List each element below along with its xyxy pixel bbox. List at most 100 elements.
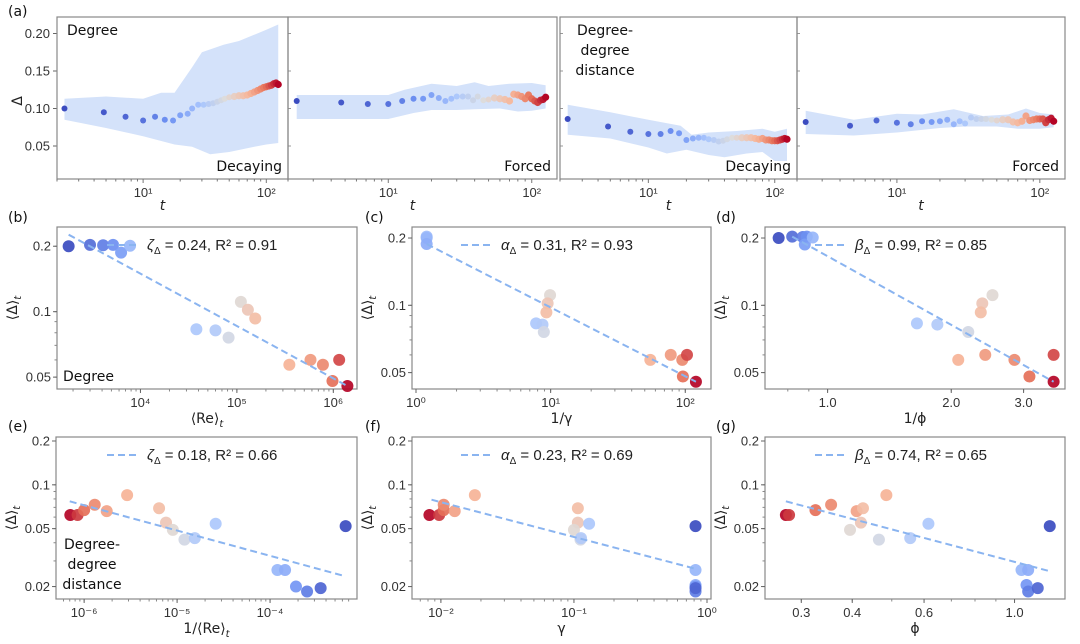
subplot-a-3: 10¹ 10² t Degree-degree distance Decaying <box>559 16 798 214</box>
x-tick-label: 0.6 <box>915 605 933 620</box>
data-point <box>448 505 461 518</box>
data-point <box>999 116 1007 124</box>
data-point <box>733 134 740 141</box>
data-point <box>178 533 191 546</box>
data-point <box>667 128 674 134</box>
data-point <box>627 128 634 135</box>
data-point <box>847 122 854 129</box>
y-tick-label: 0.02 <box>734 579 759 594</box>
plot-frame <box>287 16 558 180</box>
data-point <box>301 585 314 598</box>
x-tick-label: 10⁻⁴ <box>257 605 284 620</box>
x-tick-label: 10² <box>765 185 784 200</box>
y-tick-label: 0.1 <box>741 298 759 313</box>
data-point <box>480 97 487 104</box>
y-label-sub: t <box>13 295 24 300</box>
panel-annotation: Degree <box>63 369 114 385</box>
data-point <box>190 323 203 336</box>
subplot-a-1: 10¹ 10² t Degree Decaying <box>56 16 289 214</box>
y-label-sub: t <box>368 505 379 510</box>
y-label-main: ⟨Δ⟩ <box>360 510 376 531</box>
data-point <box>904 532 917 545</box>
data-point <box>645 131 652 137</box>
data-point <box>241 303 254 316</box>
panel-annotation: Degree-degree distance <box>62 537 121 593</box>
data-point <box>249 312 262 325</box>
y-tick-label: 0.1 <box>741 477 759 492</box>
data-point <box>974 306 987 319</box>
legend-symbol: β <box>854 447 864 464</box>
x-axis-label: γ <box>557 621 565 637</box>
data-point <box>61 105 68 112</box>
data-point <box>189 105 196 112</box>
x-label-sub: t <box>226 629 231 640</box>
y-tick-label: 0.20 <box>25 26 50 41</box>
x-tick-label: 10² <box>522 185 541 200</box>
data-point <box>710 137 717 143</box>
data-point <box>100 109 107 116</box>
data-point <box>1050 117 1058 125</box>
y-tick-label: 0.05 <box>26 370 51 385</box>
data-point <box>97 239 110 252</box>
annotation-line: distance <box>62 577 121 593</box>
data-point <box>979 348 992 361</box>
x-axis-label: t <box>918 198 924 214</box>
data-point <box>922 517 935 530</box>
regime-label: Decaying <box>725 159 791 175</box>
panel-g: (g) 0.02 0.05 0.1 0.2 0.3 0.4 0.6 1.0 ϕ ⟨Δ⟩t βΔ = 0… <box>713 419 1066 637</box>
y-tick-label: 0.1 <box>32 477 50 492</box>
x-tick-label: 10¹ <box>888 185 907 200</box>
y-label-sub: t <box>12 505 23 510</box>
data-point <box>783 509 796 522</box>
x-tick-label: 10⁻² <box>428 605 454 620</box>
x-tick-label: 10¹ <box>379 185 398 200</box>
x-tick-label: 2.0 <box>942 395 960 410</box>
legend-sub: Δ <box>864 456 871 467</box>
data-point <box>205 101 212 107</box>
data-point <box>806 231 819 244</box>
data-point <box>676 370 689 383</box>
data-point <box>854 516 867 529</box>
x-tick-label: 1.0 <box>1005 605 1023 620</box>
y-label-main: ⟨Δ⟩ <box>5 300 21 321</box>
x-tick-label: 10⁻⁶ <box>71 605 98 620</box>
y-tick-label: 0.15 <box>25 64 50 79</box>
legend-sub: Δ <box>154 246 161 257</box>
data-point <box>153 502 166 515</box>
plot-frame <box>559 16 798 180</box>
data-point <box>474 93 481 100</box>
legend-symbol: β <box>854 237 864 254</box>
x-axis-label: t <box>160 198 166 214</box>
data-point <box>919 118 926 125</box>
x-label-main: γ <box>557 621 565 637</box>
data-point <box>470 97 477 104</box>
data-point <box>304 353 317 366</box>
legend-sub: Δ <box>510 456 517 467</box>
y-label-main: ⟨Δ⟩ <box>713 510 729 531</box>
data-point <box>910 317 923 330</box>
data-point <box>689 582 702 595</box>
data-point <box>993 117 1000 124</box>
data-point <box>844 523 857 536</box>
data-point <box>683 137 690 143</box>
data-point <box>423 509 436 522</box>
x-axis-label: 1/ϕ <box>904 411 927 427</box>
data-point <box>410 95 417 102</box>
y-tick-label: 0.05 <box>381 365 406 380</box>
plot-frame <box>796 16 1066 180</box>
data-point <box>825 498 838 511</box>
data-point <box>62 240 75 253</box>
data-point <box>170 117 177 124</box>
data-point <box>928 119 935 125</box>
title-line: Degree- <box>577 23 633 39</box>
data-point <box>988 116 995 123</box>
x-tick-label: 3.0 <box>1015 395 1033 410</box>
data-point <box>428 92 435 98</box>
legend-text: αΔ = 0.23, R² = 0.69 <box>501 447 633 467</box>
plot-frame <box>764 226 1066 390</box>
annotation-line: Degree- <box>64 537 120 553</box>
y-label-main: ⟨Δ⟩ <box>713 300 729 321</box>
data-point <box>1031 582 1044 595</box>
y-axis-label: ⟨Δ⟩t <box>5 295 24 321</box>
